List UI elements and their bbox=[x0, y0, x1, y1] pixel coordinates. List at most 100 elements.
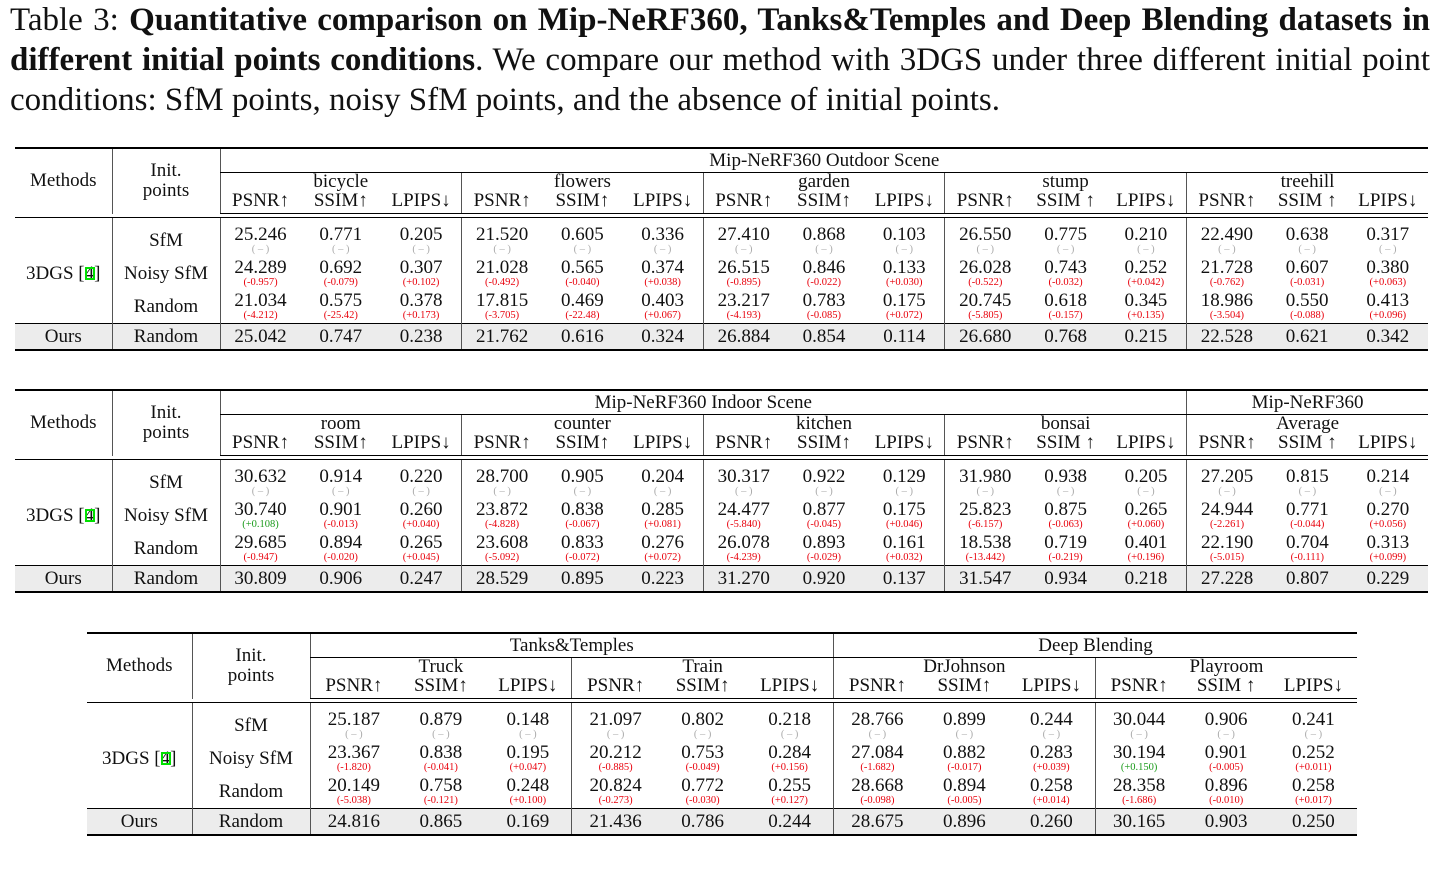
metric-value: 0.255 bbox=[768, 775, 811, 796]
metric-value: 26.515 bbox=[717, 257, 770, 278]
metric-value: 28.700 bbox=[475, 466, 529, 487]
metric-value: 0.238 bbox=[381, 323, 462, 351]
metric-value: 0.218 bbox=[1105, 565, 1187, 593]
metric-header: SSIM↑ bbox=[920, 676, 1009, 699]
metric-delta: (+0.099) bbox=[1369, 552, 1407, 563]
metric-value: 27.205 bbox=[1200, 466, 1254, 487]
metric-value: 0.783 bbox=[802, 290, 846, 311]
metric-delta: (-4.828) bbox=[485, 519, 520, 530]
metric-value: 0.129 bbox=[882, 466, 926, 487]
metric-header: LPIPS↓ bbox=[1347, 191, 1429, 214]
metric-value: 0.771 bbox=[319, 224, 363, 245]
metric-cell: 20.745 (-5.805) bbox=[944, 290, 1026, 324]
metric-delta: (-0.088) bbox=[1290, 310, 1325, 321]
metric-delta-none: ( – ) bbox=[493, 486, 511, 497]
metric-delta: (+0.150) bbox=[1120, 762, 1158, 773]
metric-cell: 0.248 (+0.100) bbox=[485, 775, 572, 809]
metric-delta: (-0.079) bbox=[323, 277, 358, 288]
metric-cell: 20.149 (-5.038) bbox=[309, 775, 398, 809]
dataset-name: Average bbox=[1186, 414, 1429, 433]
metric-delta: (+0.096) bbox=[1369, 310, 1407, 321]
metric-cell: 0.255 (+0.127) bbox=[746, 775, 833, 809]
metric-delta-none: ( – ) bbox=[412, 244, 430, 255]
metric-value: 18.986 bbox=[1200, 290, 1254, 311]
metric-delta-none: ( – ) bbox=[345, 729, 363, 740]
metric-cell: 0.771 (-0.044) bbox=[1267, 499, 1348, 532]
init-label: Init. bbox=[235, 645, 267, 667]
metric-delta-none: ( – ) bbox=[815, 244, 833, 255]
metric-value: 31.270 bbox=[702, 565, 784, 593]
dataset-name: Playroom bbox=[1094, 657, 1358, 676]
metric-value: 0.906 bbox=[1204, 709, 1248, 730]
metric-delta-none: ( – ) bbox=[1056, 486, 1075, 497]
metric-value: 28.529 bbox=[461, 565, 543, 593]
metric-cell: 0.276 (+0.072) bbox=[623, 532, 704, 566]
metric-delta-none: ( – ) bbox=[1137, 486, 1155, 497]
citation-link[interactable] bbox=[85, 266, 96, 280]
citation-link[interactable] bbox=[85, 508, 96, 522]
metric-value: 0.846 bbox=[802, 257, 846, 278]
metric-value: 0.248 bbox=[506, 775, 550, 796]
metric-header: SSIM ↑ bbox=[1025, 191, 1106, 214]
metric-header-row: PSNR↑ SSIM↑ LPIPS↓ PSNR↑ SSIM↑ LPIPS↓ PSNR↑ SSI… bbox=[87, 676, 1358, 699]
metric-value: 20.824 bbox=[589, 775, 642, 796]
metric-delta: (+0.127) bbox=[771, 795, 808, 806]
init-points-cell: Random bbox=[111, 565, 220, 593]
table-row-ours: Ours Random 25.042 0.747 0.238 21.762 0.616 0.3… bbox=[15, 323, 1429, 351]
metric-cell: 0.133 (+0.030) bbox=[864, 257, 945, 290]
metric-delta: (+0.081) bbox=[644, 519, 681, 530]
metric-cell: 0.838 (-0.067) bbox=[542, 499, 623, 532]
rule-spacer bbox=[15, 213, 1429, 218]
metric-value: 0.317 bbox=[1366, 224, 1410, 245]
points-label: points bbox=[142, 422, 190, 444]
metric-delta: (-0.895) bbox=[726, 277, 761, 288]
points-label: points bbox=[227, 665, 275, 687]
double-rule bbox=[15, 213, 1429, 218]
metric-value: 23.367 bbox=[327, 742, 380, 763]
metric-value: 20.212 bbox=[589, 742, 642, 763]
metric-header: SSIM ↑ bbox=[1266, 191, 1348, 214]
metric-delta-none: ( – ) bbox=[653, 244, 672, 255]
metric-delta-none: ( – ) bbox=[1218, 486, 1236, 497]
metric-header: LPIPS↓ bbox=[622, 191, 704, 214]
metric-value: 26.078 bbox=[717, 532, 770, 553]
metric-cell: 0.265 (+0.060) bbox=[1106, 499, 1187, 532]
metric-value: 0.205 bbox=[1124, 466, 1168, 487]
init-points-cell: Noisy SfM bbox=[111, 257, 220, 290]
metric-value: 0.247 bbox=[381, 565, 462, 593]
metric-delta-none: ( – ) bbox=[693, 729, 712, 740]
metric-header: LPIPS↓ bbox=[864, 433, 945, 456]
metric-delta: (-2.261) bbox=[1210, 519, 1245, 530]
metric-cell: 23.367 (-1.820) bbox=[309, 742, 398, 775]
metric-value: 30.317 bbox=[717, 466, 770, 487]
metric-cell: 23.217 (-4.193) bbox=[702, 290, 784, 324]
metric-cell: 24.944 (-2.261) bbox=[1186, 499, 1268, 532]
metric-cell: 27.084 (-1.682) bbox=[833, 742, 921, 775]
metric-cell: 0.161 (+0.032) bbox=[864, 532, 945, 566]
metric-header: PSNR↑ bbox=[461, 433, 543, 456]
metric-delta: (-0.045) bbox=[806, 519, 842, 530]
metric-cell: 28.766( – ) bbox=[833, 702, 921, 742]
metric-cell: 0.605( – ) bbox=[542, 218, 623, 258]
metric-header: SSIM ↑ bbox=[1182, 676, 1270, 699]
metric-delta: (-5.805) bbox=[968, 310, 1003, 321]
metric-delta: (+0.040) bbox=[402, 519, 440, 530]
metric-header: SSIM↑ bbox=[300, 191, 382, 214]
method-name: 3DGS [4] bbox=[26, 504, 101, 526]
metric-delta: (-0.022) bbox=[806, 277, 842, 288]
metric-cell: 30.044( – ) bbox=[1094, 702, 1183, 742]
metric-value: 0.252 bbox=[1124, 257, 1168, 278]
header-group-row: Methods Init. points Mip-NeRF360 Outdoor Sc… bbox=[15, 147, 1429, 214]
metric-delta: (-3.504) bbox=[1209, 310, 1244, 321]
citation-link[interactable] bbox=[161, 751, 172, 765]
metric-header: LPIPS↓ bbox=[1269, 676, 1358, 699]
methods-header: Methods bbox=[15, 147, 112, 214]
metric-value: 24.289 bbox=[234, 257, 287, 278]
metric-value: 22.490 bbox=[1200, 224, 1254, 245]
metric-cell: 21.028 (-0.492) bbox=[461, 257, 543, 290]
metric-delta: (-0.121) bbox=[423, 795, 458, 806]
metric-cell: 24.477 (-5.840) bbox=[702, 499, 784, 532]
metric-value: 0.704 bbox=[1285, 532, 1329, 553]
metric-cell: 25.823 (-6.157) bbox=[944, 499, 1026, 532]
metric-delta: (+0.042) bbox=[1127, 277, 1165, 288]
